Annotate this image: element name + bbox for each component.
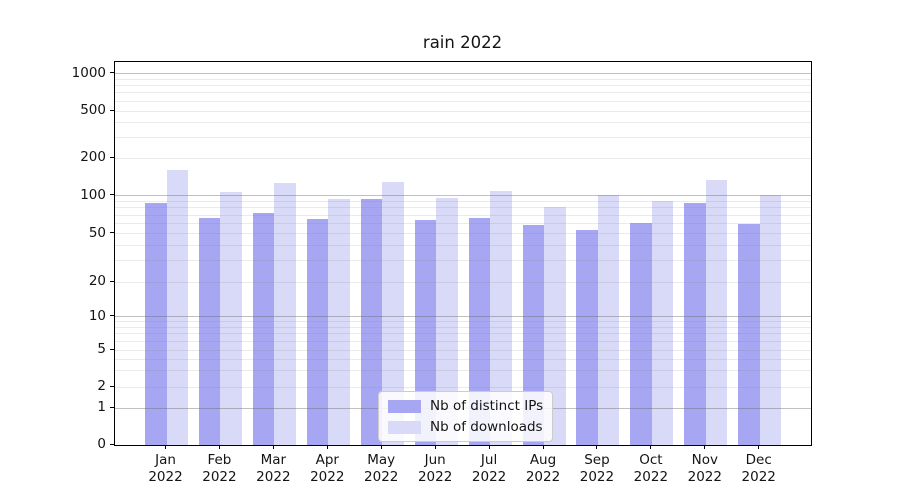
x-tick-label-may: May 2022 [364, 452, 399, 485]
bar-ips-dec [738, 223, 760, 445]
y-tick-label-200: 200 [80, 149, 106, 165]
x-tick-label-nov: Nov 2022 [687, 452, 722, 485]
y-tick-mark-1000 [110, 72, 114, 74]
bar-downloads-oct [651, 201, 674, 445]
bar-ips-jan [145, 202, 167, 445]
bar-downloads-aug [544, 206, 566, 445]
bar-downloads-dec [759, 195, 782, 445]
x-tick-mark-jun [434, 445, 436, 449]
y-tick-mark-50 [110, 232, 114, 233]
bar-ips-jul [468, 217, 491, 445]
bar-downloads-jun [436, 197, 458, 445]
x-tick-label-oct: Oct 2022 [633, 452, 669, 485]
x-tick-mark-aug [542, 445, 544, 449]
x-tick-label-mar: Mar 2022 [256, 452, 291, 485]
y-tick-mark-20 [110, 280, 114, 282]
chart-title: rain 2022 [422, 33, 503, 52]
bar-ips-oct [630, 222, 652, 445]
x-tick-mark-dec [758, 445, 760, 449]
x-tick-mark-nov [704, 445, 706, 449]
x-tick-mark-feb [218, 445, 220, 449]
y-tick-label-1000: 1000 [71, 64, 106, 81]
bar-ips-feb [198, 218, 221, 445]
bar-ips-may [360, 198, 383, 445]
x-tick-mark-jul [488, 445, 490, 449]
bar-downloads-jan [166, 170, 188, 445]
x-tick-mark-may [380, 445, 382, 449]
legend-swatch-distinct-ips [388, 399, 421, 413]
bar-ips-jun [414, 220, 437, 445]
legend-item-downloads: Nb of downloads [388, 419, 543, 435]
x-tick-mark-sep [596, 445, 598, 449]
y-tick-mark-10 [110, 315, 114, 317]
y-tick-mark-200 [110, 156, 114, 158]
bars-layer [115, 62, 811, 445]
bar-ips-mar [252, 212, 275, 445]
x-tick-mark-mar [272, 445, 274, 449]
legend-item-distinct-ips: Nb of distinct IPs [388, 398, 543, 414]
y-tick-label-100: 100 [80, 186, 106, 203]
y-tick-label-20: 20 [88, 273, 106, 289]
x-tick-label-sep: Sep 2022 [579, 452, 615, 485]
x-tick-label-jul: Jul 2022 [471, 452, 507, 485]
bar-downloads-apr [328, 199, 350, 445]
y-tick-label-10: 10 [88, 307, 106, 324]
bar-ips-sep [576, 230, 598, 445]
x-tick-label-dec: Dec 2022 [741, 452, 776, 485]
y-tick-label-1: 1 [97, 399, 106, 416]
legend-label-distinct-ips: Nb of distinct IPs [430, 398, 544, 414]
y-tick-mark-500 [110, 109, 114, 111]
legend: Nb of distinct IPs Nb of downloads [378, 391, 554, 442]
x-tick-label-jun: Jun 2022 [417, 452, 453, 485]
x-tick-label-aug: Aug 2022 [525, 452, 561, 485]
y-tick-label-5: 5 [97, 341, 106, 358]
y-tick-mark-1 [110, 406, 114, 408]
bar-downloads-mar [274, 183, 296, 445]
bar-ips-nov [684, 202, 706, 445]
x-tick-mark-jan [165, 445, 166, 449]
bar-downloads-may [382, 182, 404, 445]
bar-downloads-jul [490, 190, 512, 445]
legend-label-downloads: Nb of downloads [430, 419, 543, 435]
bar-downloads-feb [220, 192, 242, 445]
plot-area: Nb of distinct IPs Nb of downloads [114, 61, 812, 446]
x-tick-label-apr: Apr 2022 [310, 452, 345, 485]
y-tick-mark-100 [110, 194, 114, 196]
bar-downloads-sep [597, 195, 620, 445]
y-tick-label-500: 500 [80, 102, 106, 118]
bar-ips-aug [522, 225, 544, 445]
x-tick-mark-apr [326, 445, 328, 449]
bar-downloads-nov [705, 180, 728, 445]
y-tick-mark-5 [110, 348, 114, 350]
x-tick-label-jan: Jan 2022 [148, 452, 183, 485]
x-tick-label-feb: Feb 2022 [202, 452, 237, 485]
y-tick-label-2: 2 [97, 378, 106, 394]
bar-ips-apr [306, 219, 329, 445]
y-tick-mark-2 [110, 385, 114, 387]
y-tick-label-50: 50 [88, 224, 106, 241]
y-tick-mark-0 [110, 443, 114, 445]
y-tick-label-0: 0 [97, 436, 106, 452]
legend-swatch-downloads [388, 420, 421, 434]
x-tick-mark-oct [650, 445, 652, 449]
